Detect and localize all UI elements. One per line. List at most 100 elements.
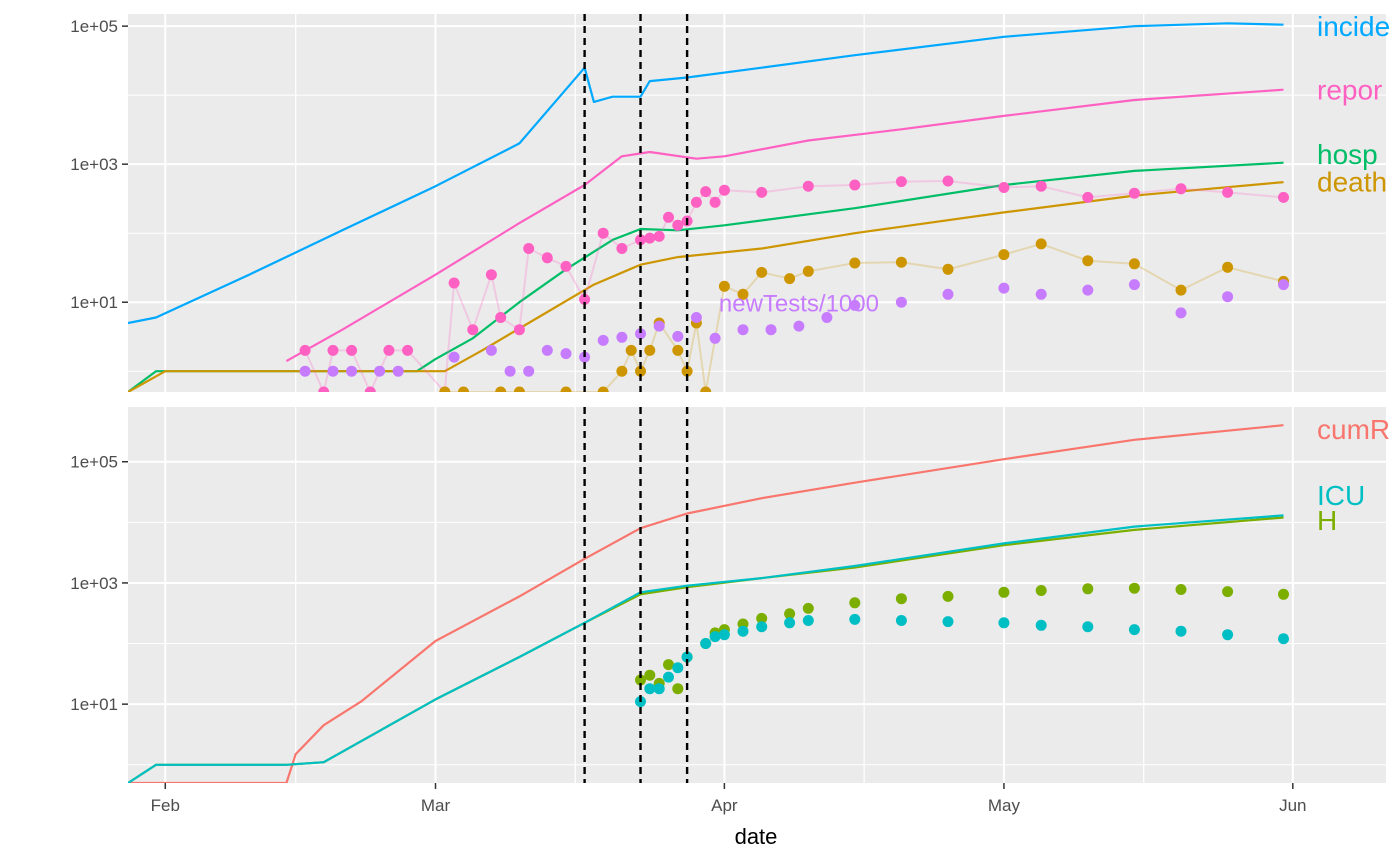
point-obs-death <box>737 288 749 300</box>
point-newtests-1000 <box>579 351 591 363</box>
point-obs-h <box>895 593 907 605</box>
point-obs-icu <box>709 631 721 643</box>
series-line-hosp <box>128 161 1284 392</box>
point-obs-icu <box>756 621 768 633</box>
point-obs-report <box>635 234 646 246</box>
point-obs-death <box>616 365 628 377</box>
point-obs-death <box>802 265 814 277</box>
point-obs-icu <box>663 671 674 683</box>
y-tick-label: 1e+05 <box>70 17 118 36</box>
point-obs-h <box>942 590 954 602</box>
point-obs-death <box>1175 284 1187 296</box>
series-line-incidence <box>128 22 1284 325</box>
point-obs-report <box>346 344 358 356</box>
point-obs-report <box>1035 180 1047 192</box>
point-newtests-1000 <box>635 328 646 340</box>
point-obs-report <box>802 180 814 192</box>
point-obs-h <box>663 659 674 671</box>
point-newtests-1000 <box>1222 291 1234 303</box>
point-obs-report <box>718 184 730 196</box>
series-label-icu: ICU <box>1317 480 1365 511</box>
point-newtests-1000 <box>690 312 702 323</box>
point-obs-report <box>513 324 525 336</box>
point-obs-report <box>895 176 907 188</box>
point-obs-icu <box>737 625 749 637</box>
point-newtests-1000 <box>597 334 609 346</box>
point-obs-death <box>625 344 637 356</box>
point-obs-death <box>784 273 796 285</box>
point-newtests-1000 <box>392 365 404 377</box>
point-obs-report <box>383 344 395 356</box>
point-obs-report <box>364 386 376 392</box>
point-obs-report <box>756 186 768 198</box>
point-newtests-1000 <box>998 282 1010 294</box>
point-obs-death <box>597 386 609 392</box>
point-obs-report <box>998 182 1010 193</box>
point-obs-report <box>672 219 684 231</box>
point-obs-report <box>541 252 553 264</box>
point-newtests-1000 <box>327 365 339 377</box>
point-obs-report <box>327 344 339 356</box>
point-obs-death <box>756 266 768 278</box>
point-obs-death <box>998 249 1010 261</box>
point-obs-icu <box>718 629 730 641</box>
y-tick-label: 1e+05 <box>70 453 118 472</box>
point-newtests-1000 <box>1175 307 1187 319</box>
point-obs-icu <box>998 617 1010 629</box>
point-obs-death <box>942 263 954 275</box>
point-obs-report <box>495 312 507 323</box>
point-obs-h <box>784 608 796 620</box>
point-newtests-1000 <box>1035 288 1047 300</box>
inline-label-newtests-1000: newTests/1000 <box>719 291 879 318</box>
point-obs-death <box>849 257 861 269</box>
point-obs-report <box>616 243 628 254</box>
series-line-cumr <box>128 424 1284 783</box>
point-obs-report <box>402 344 414 356</box>
point-newtests-1000 <box>709 332 721 344</box>
point-obs-report <box>1128 187 1140 199</box>
series-label-cumr: cumR <box>1317 414 1390 445</box>
point-obs-report <box>690 196 702 208</box>
series-label-h: H <box>1317 505 1337 536</box>
point-obs-report <box>663 211 674 223</box>
point-obs-h <box>644 669 656 681</box>
point-newtests-1000 <box>821 312 833 323</box>
plot-area: newTests/1000 <box>128 22 1289 392</box>
point-obs-death <box>895 256 907 268</box>
point-obs-death <box>1222 261 1234 273</box>
point-obs-h <box>1035 585 1047 596</box>
point-newtests-1000 <box>346 365 358 377</box>
point-newtests-1000 <box>765 324 777 336</box>
point-newtests-1000 <box>523 365 535 377</box>
point-newtests-1000 <box>653 320 665 332</box>
point-newtests-1000 <box>560 348 572 360</box>
point-obs-report <box>1175 183 1187 195</box>
point-obs-icu <box>895 615 907 626</box>
point-newtests-1000 <box>1128 279 1140 291</box>
point-obs-report <box>560 260 572 272</box>
point-obs-report <box>448 277 460 289</box>
point-newtests-1000 <box>541 344 553 356</box>
x-tick-label: Apr <box>711 796 738 815</box>
point-obs-death <box>672 344 684 356</box>
point-newtests-1000 <box>1082 284 1094 296</box>
point-obs-report <box>942 175 954 187</box>
point-obs-icu <box>1175 625 1187 637</box>
point-newtests-1000 <box>448 351 460 363</box>
point-obs-death <box>700 386 712 392</box>
point-obs-report <box>653 230 665 242</box>
series-label-hosp: hosp <box>1317 139 1378 170</box>
series-label-incide: incide <box>1317 11 1390 42</box>
panel-background <box>128 14 1386 392</box>
point-obs-icu <box>644 683 656 695</box>
series-line-icu <box>128 514 1284 783</box>
y-tick-label: 1e+03 <box>70 155 118 174</box>
point-obs-h <box>1222 586 1234 598</box>
point-obs-h <box>1278 588 1289 600</box>
point-obs-report <box>1222 186 1234 198</box>
point-obs-report <box>579 293 591 305</box>
point-obs-death <box>1035 238 1047 250</box>
x-tick-label: Feb <box>151 796 180 815</box>
point-obs-report <box>597 227 609 239</box>
